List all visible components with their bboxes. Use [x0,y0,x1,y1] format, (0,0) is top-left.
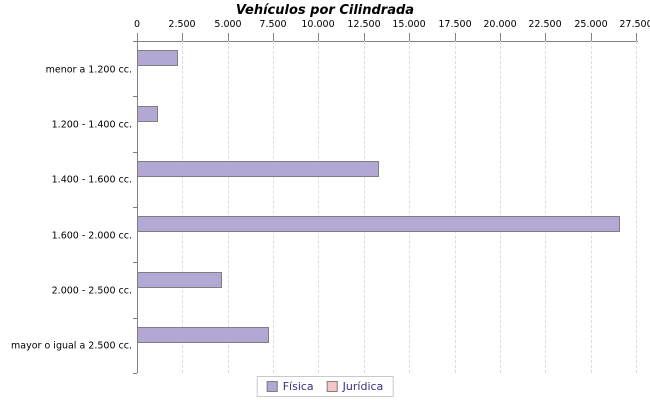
x-axis-tick [318,33,319,41]
category-label: 1.200 - 1.400 cc. [51,119,132,131]
category-label: menor a 1.200 cc. [45,64,132,76]
x-axis-tick-label: 0 [133,19,141,30]
y-axis-tick [133,262,137,263]
bar-fisica [137,327,269,343]
x-axis-tick-label: 20.000 [483,19,517,30]
legend-item-juridica: Jurídica [326,380,384,393]
x-axis-tick-label: 15.000 [392,19,426,30]
x-axis-tick [545,33,546,41]
category-label: mayor o igual a 2.500 cc. [11,340,132,352]
y-axis-line [137,41,138,373]
x-axis-tick-label: 22.500 [528,19,562,30]
bar-fisica [137,161,379,177]
gridline [273,41,274,373]
bar-fisica [137,216,620,232]
y-axis-tick [133,373,137,374]
gridline [364,41,365,373]
bar-fisica [137,272,222,288]
y-axis-tick [133,152,137,153]
y-axis-tick [133,41,137,42]
gridline [182,41,183,373]
chart-title: Vehículos por Cilindrada [235,3,415,18]
gridline [455,41,456,373]
legend-swatch-fisica [266,381,278,392]
gridline [636,41,637,373]
x-axis-tick-label: 27.500 [619,19,650,30]
x-axis-tick [273,33,274,41]
category-label: 2.000 - 2.500 cc. [51,285,132,297]
x-axis-tick [455,33,456,41]
x-axis-tick-label: 10.000 [301,19,335,30]
y-axis-tick [133,207,137,208]
x-axis-tick-label: 17.500 [438,19,472,30]
x-axis-tick [591,33,592,41]
legend-label-fisica: Física [282,380,314,393]
gridline [228,41,229,373]
x-axis-tick-label: 12.500 [347,19,381,30]
x-axis-tick-label: 25.000 [574,19,608,30]
x-axis-tick [500,33,501,41]
x-axis-tick [636,33,637,41]
gridline [318,41,319,373]
gridline [500,41,501,373]
legend-item-fisica: Física [266,380,314,393]
y-axis-tick [133,318,137,319]
x-axis-tick [409,33,410,41]
gridline [409,41,410,373]
x-axis-line [137,41,638,42]
x-axis-tick-label: 2.500 [168,19,196,30]
gridline [545,41,546,373]
x-axis-tick [364,33,365,41]
x-axis-tick-label: 5.000 [214,19,242,30]
bar-fisica [137,106,158,122]
x-axis-tick [182,33,183,41]
x-axis-tick [137,33,138,41]
legend: Física Jurídica [256,376,394,397]
y-axis-tick [133,96,137,97]
category-label: 1.400 - 1.600 cc. [51,174,132,186]
legend-label-juridica: Jurídica [342,380,384,393]
category-label: 1.600 - 2.000 cc. [51,230,132,242]
gridline [591,41,592,373]
x-axis-tick-label: 7.500 [259,19,287,30]
legend-swatch-juridica [326,381,338,392]
x-axis-tick [228,33,229,41]
bar-fisica [137,50,178,66]
